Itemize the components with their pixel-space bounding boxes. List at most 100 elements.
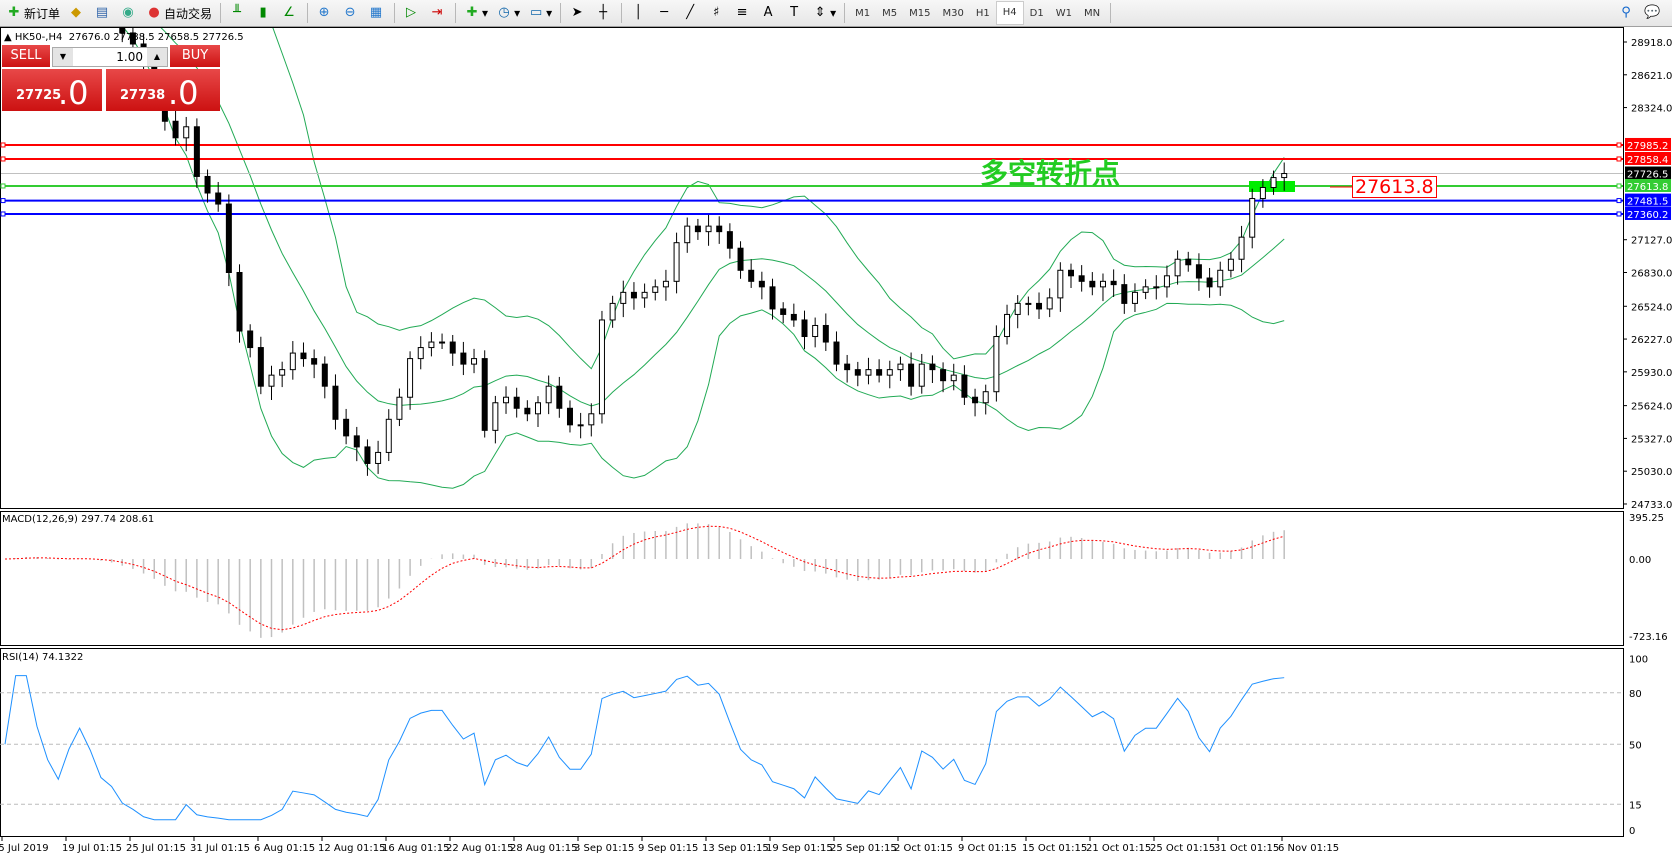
indicators-icon: ✚ (466, 5, 478, 20)
toolbar: ✚ 新订单 ◆ ▤ ◉ ● 自动交易 ╨ ▮ ∠ ⊕ ⊖ ▦ ▷ ⇥ ✚ ▾ ◷ ▾ ▭… (0, 0, 1672, 27)
candle-body (556, 385, 563, 409)
navigator-icon: ▤ (95, 5, 109, 20)
candle-body (577, 424, 584, 427)
candle-body (598, 319, 605, 415)
timeframe-m1[interactable]: M1 (855, 7, 871, 19)
sell-button[interactable]: SELL (2, 45, 50, 67)
market-watch-button[interactable]: ◆ (64, 2, 90, 24)
timeframe-h1[interactable]: H1 (975, 7, 990, 19)
time-tick-label: 15 Oct 01:15 (1022, 843, 1087, 854)
candle-body (1014, 302, 1021, 315)
vertical-line-button[interactable]: │ (626, 2, 652, 24)
line-chart-button[interactable]: ∠ (277, 2, 303, 24)
candle-body (566, 407, 573, 426)
divider (220, 3, 222, 23)
timeframe-mn[interactable]: MN (1083, 7, 1101, 19)
time-tick-label: 9 Oct 01:15 (958, 843, 1017, 854)
lot-size-input[interactable]: 1.00 (116, 50, 143, 64)
candle-body (833, 341, 840, 365)
bar-chart-icon: ╨ (233, 5, 241, 20)
candle-body (908, 363, 915, 387)
candle-body (471, 358, 478, 365)
horizontal-line-button[interactable]: ─ (652, 2, 678, 24)
price-level-value: 27858.4 (1627, 155, 1668, 166)
new-order-button[interactable]: ✚ 新订单 (2, 2, 64, 24)
price-level-value: 27481.5 (1627, 197, 1668, 208)
timeframe-d1[interactable]: D1 (1029, 7, 1044, 19)
candle-chart-button[interactable]: ▮ (251, 2, 277, 24)
candle-body (801, 319, 808, 338)
chart-area[interactable]: 27985.227858.427726.527613.827481.527360… (0, 27, 1672, 859)
price-level-tag (1625, 151, 1671, 165)
crosshair-button[interactable]: ┼ (591, 2, 617, 24)
periods-button[interactable]: ◷ ▾ (492, 2, 524, 24)
candle-body (961, 374, 968, 398)
candle-body (1110, 280, 1117, 286)
timeframe-bar: M1 M5 M15 M30 H1 H4 D1 W1 MN (849, 1, 1106, 25)
indicators-button[interactable]: ✚ ▾ (460, 2, 492, 24)
auto-trading-button[interactable]: ● 自动交易 (142, 2, 216, 24)
candle-body (1089, 280, 1096, 288)
candle-body (918, 363, 925, 387)
candle-body (481, 358, 488, 431)
lot-increase-button[interactable]: ▲ (147, 48, 167, 66)
level-handle-right (1616, 142, 1622, 148)
candle-body (854, 369, 861, 376)
candle-body (876, 369, 883, 376)
candle-body (694, 225, 701, 233)
candle-body (993, 336, 1000, 393)
timeframe-h4[interactable]: H4 (995, 1, 1024, 25)
zoom-in-button[interactable]: ⊕ (312, 2, 338, 24)
annotation-price-label[interactable]: 27613.8 (1352, 176, 1437, 198)
lot-size-stepper[interactable]: ▼ 1.00 ▲ (52, 47, 168, 67)
sell-price-button[interactable]: 27725 .0 (2, 69, 102, 111)
bar-chart-button[interactable]: ╨ (225, 2, 251, 24)
buy-price-button[interactable]: 27738 .0 (106, 69, 220, 111)
divider (621, 3, 623, 23)
time-tick-label: 19 Sep 01:15 (766, 843, 833, 854)
annotation-text[interactable]: 多空转折点 (980, 157, 1121, 190)
price-tick-label: 26227.0 (1631, 335, 1672, 346)
time-tick-label: 6 Aug 01:15 (254, 843, 315, 854)
timeframe-w1[interactable]: W1 (1055, 7, 1072, 19)
channel-button[interactable]: ♯ (704, 2, 730, 24)
arrows-button[interactable]: ⇕ ▾ (808, 2, 840, 24)
timeframe-m15[interactable]: M15 (909, 7, 931, 19)
text-button[interactable]: A (756, 2, 782, 24)
text-label-button[interactable]: T (782, 2, 808, 24)
candle-body (812, 324, 819, 338)
signals-button[interactable]: ◉ (116, 2, 142, 24)
chat-button[interactable]: 💬 (1640, 2, 1666, 24)
candle-body (1025, 302, 1032, 305)
chart-shift-button[interactable]: ⇥ (425, 2, 451, 24)
buy-button[interactable]: BUY (170, 45, 220, 67)
symbol-label: HK50-,H4 (14, 32, 63, 43)
lot-decrease-button[interactable]: ▼ (53, 48, 73, 66)
price-tick-label: 26524.0 (1631, 302, 1672, 313)
timeframe-m30[interactable]: M30 (942, 7, 964, 19)
tile-windows-button[interactable]: ▦ (364, 2, 390, 24)
candle-body (204, 175, 211, 194)
price-tick-label: 24733.0 (1631, 500, 1672, 511)
tile-icon: ▦ (369, 5, 383, 20)
fibonacci-icon: ≡ (736, 5, 748, 20)
time-tick-label: 16 Aug 01:15 (382, 843, 449, 854)
candle-body (1142, 286, 1149, 293)
auto-scroll-button[interactable]: ▷ (399, 2, 425, 24)
cursor-button[interactable]: ➤ (565, 2, 591, 24)
trendline-button[interactable]: ╱ (678, 2, 704, 24)
timeframe-m5[interactable]: M5 (882, 7, 898, 19)
time-tick-label: 25 Oct 01:15 (1150, 843, 1215, 854)
vertical-line-icon: │ (634, 5, 643, 20)
candle-body (780, 308, 787, 315)
fibonacci-button[interactable]: ≡ (730, 2, 756, 24)
candle-body (748, 269, 755, 282)
candle-body (364, 446, 371, 464)
candle-body (236, 271, 243, 332)
candle-body (1046, 297, 1053, 310)
zoom-out-button[interactable]: ⊖ (338, 2, 364, 24)
search-button[interactable]: ⚲ (1614, 2, 1640, 24)
time-tick-label: 25 Jul 01:15 (126, 843, 186, 854)
navigator-button[interactable]: ▤ (90, 2, 116, 24)
templates-button[interactable]: ▭ ▾ (529, 5, 553, 20)
